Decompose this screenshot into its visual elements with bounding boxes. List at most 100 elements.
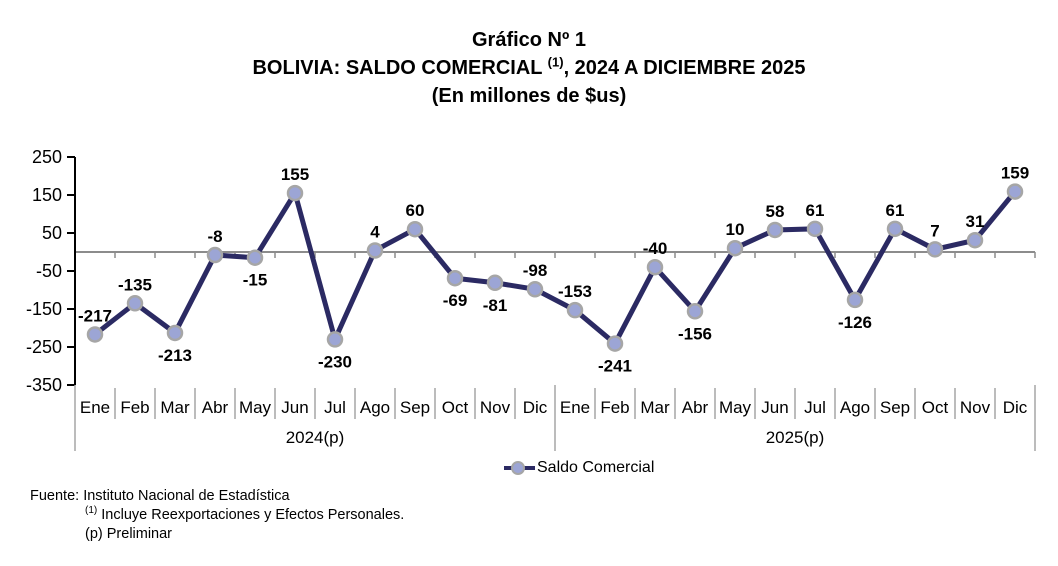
footnote-1-text: Incluye Reexportaciones y Efectos Person… — [97, 507, 405, 523]
month-label: Mar — [640, 398, 670, 417]
data-label: 10 — [726, 220, 745, 239]
data-point-marker — [1006, 183, 1024, 200]
chart-footnotes: Fuente: Instituto Nacional de Estadístic… — [30, 487, 404, 544]
month-label: Nov — [960, 398, 991, 417]
data-label: 60 — [406, 201, 425, 220]
data-label: -126 — [838, 313, 872, 332]
y-axis-tick-label: -250 — [26, 337, 62, 357]
data-label: -81 — [483, 296, 508, 315]
data-point-marker — [806, 220, 824, 238]
data-label: -213 — [158, 346, 192, 365]
data-point-marker — [166, 324, 184, 342]
month-label: May — [719, 398, 752, 417]
data-label: -230 — [318, 352, 352, 371]
data-label: 155 — [281, 165, 309, 184]
series-line — [93, 186, 1017, 348]
chart-legend: Saldo Comercial — [503, 459, 654, 477]
data-label: 159 — [1001, 164, 1029, 183]
data-label: -69 — [443, 291, 468, 310]
data-point-marker — [766, 221, 784, 239]
data-label: -217 — [78, 306, 112, 325]
data-point-marker — [126, 295, 144, 312]
data-point-marker — [726, 239, 744, 257]
chart-title-line2-prefix: BOLIVIA: SALDO COMERCIAL — [252, 57, 548, 79]
data-label: 58 — [766, 202, 785, 221]
data-point-marker — [246, 249, 264, 266]
month-label: May — [239, 398, 272, 417]
data-point-marker — [926, 241, 944, 258]
chart-title-line2: BOLIVIA: SALDO COMERCIAL (1), 2024 A DIC… — [0, 54, 1058, 82]
y-axis-tick-label: 50 — [42, 223, 62, 243]
month-label: Sep — [400, 398, 430, 417]
data-point-marker — [886, 220, 904, 238]
footnote-1-marker: (1) — [85, 505, 98, 517]
y-axis-tick-label: -350 — [26, 375, 62, 395]
saldo-comercial-line-chart: 250 150 50 -50 -150 -250 -350 Ene Feb Mar Abr May Ju… — [26, 147, 1036, 451]
legend-label: Saldo Comercial — [537, 459, 655, 476]
chart-title-line3: (En millones de $us) — [431, 85, 627, 107]
data-point-marker — [366, 242, 384, 259]
month-label: Jul — [804, 398, 826, 417]
month-label: Feb — [120, 398, 149, 417]
data-label: -98 — [523, 261, 548, 280]
data-label: -40 — [643, 239, 668, 258]
month-label: Jun — [761, 398, 788, 417]
legend-line-marker-icon — [504, 461, 535, 475]
month-label: Abr — [202, 398, 229, 417]
year-label: 2024(p) — [286, 428, 345, 447]
month-label: Mar — [160, 398, 190, 417]
data-label: -153 — [558, 282, 592, 301]
y-axis-tick-label: -150 — [26, 299, 62, 319]
data-point-marker — [406, 220, 424, 238]
month-label: Sep — [880, 398, 910, 417]
data-label: 4 — [370, 222, 380, 241]
data-label: -135 — [118, 275, 152, 294]
data-point-marker — [686, 303, 704, 320]
data-label: -15 — [243, 271, 268, 290]
data-point-marker — [566, 301, 584, 319]
data-label: -8 — [207, 227, 222, 246]
month-label: Dic — [523, 398, 548, 417]
data-point-marker — [846, 291, 864, 309]
year-label: 2025(p) — [766, 428, 825, 447]
month-label: Nov — [480, 398, 511, 417]
chart-title-footnote-ref: (1) — [547, 54, 564, 70]
y-axis-tick-label: 150 — [32, 185, 62, 205]
data-point-marker — [966, 231, 984, 249]
month-label: Jun — [281, 398, 308, 417]
month-label: Abr — [682, 398, 709, 417]
data-point-marker — [486, 274, 504, 292]
month-label: Jul — [324, 398, 346, 417]
data-label: -156 — [678, 324, 712, 343]
chart-title-line1: Gráfico Nº 1 — [471, 29, 586, 51]
footnote-1: (1) Incluye Reexportaciones y Efectos Pe… — [30, 506, 404, 525]
data-label: 7 — [930, 221, 939, 240]
month-label: Oct — [442, 398, 469, 417]
y-axis-tick-label: -50 — [36, 261, 62, 281]
data-label: -241 — [598, 357, 632, 376]
month-label: Ene — [80, 398, 110, 417]
source-line: Fuente: Instituto Nacional de Estadístic… — [30, 488, 290, 504]
footnote-p: (p) Preliminar — [85, 526, 173, 542]
data-point-marker — [646, 258, 664, 276]
month-label: Feb — [600, 398, 629, 417]
data-point-marker — [526, 280, 544, 298]
data-point-marker — [606, 335, 624, 352]
data-point-marker — [446, 269, 464, 287]
data-label: 61 — [806, 201, 825, 220]
month-label: Ago — [840, 398, 870, 417]
data-label: 61 — [886, 201, 905, 220]
data-point-marker — [206, 246, 224, 264]
chart-title-block: Gráfico Nº 1 BOLIVIA: SALDO COMERCIAL (1… — [0, 26, 1058, 110]
chart-title-line2-suffix: , 2024 A DICIEMBRE 2025 — [563, 57, 806, 79]
month-label: Dic — [1003, 398, 1028, 417]
month-label: Ago — [360, 398, 390, 417]
data-point-marker — [86, 326, 104, 343]
month-label: Ene — [560, 398, 590, 417]
data-point-marker — [326, 331, 344, 348]
data-point-marker — [286, 184, 304, 202]
month-label: Oct — [922, 398, 949, 417]
y-axis-tick-label: 250 — [32, 147, 62, 167]
data-label: 31 — [966, 212, 985, 231]
